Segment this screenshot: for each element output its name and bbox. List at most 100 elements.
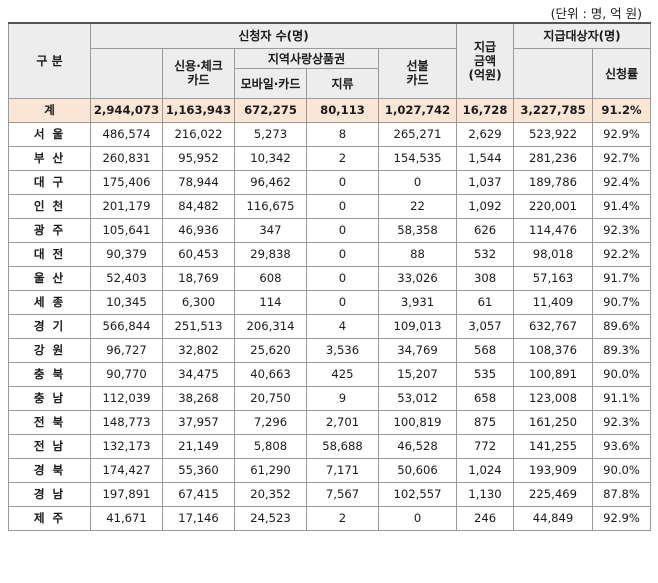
cell-eligible: 225,469 bbox=[513, 481, 594, 507]
cell-paper: 425 bbox=[306, 361, 379, 387]
cell-amount: 1,037 bbox=[456, 169, 515, 195]
cell-mobile-card: 20,352 bbox=[234, 481, 307, 507]
cell-prepaid: 58,358 bbox=[377, 217, 458, 243]
cell-eligible: 632,767 bbox=[513, 313, 594, 339]
cell-applicants: 174,427 bbox=[90, 457, 163, 483]
cell-rate: 92.7% bbox=[592, 145, 652, 171]
total-row: 계 2,944,073 1,163,943 672,275 80,113 1,0… bbox=[8, 97, 652, 123]
cell-eligible: 123,008 bbox=[513, 385, 594, 411]
cell-eligible: 108,376 bbox=[513, 337, 594, 363]
cell-mobile-card: 25,620 bbox=[234, 337, 307, 363]
cell-applicants: 96,727 bbox=[90, 337, 163, 363]
cell-amount: 532 bbox=[456, 241, 515, 267]
region-name: 서 울 bbox=[8, 121, 91, 147]
cell-mobile-card: 29,838 bbox=[234, 241, 307, 267]
table-row: 경 기 566,844 251,513 206,314 4 109,013 3,057 632… bbox=[8, 313, 652, 339]
cell-prepaid: 34,769 bbox=[377, 337, 458, 363]
cell-eligible: 281,236 bbox=[513, 145, 594, 171]
cell-credit-check: 21,149 bbox=[162, 433, 235, 459]
cell-paper: 3,536 bbox=[306, 337, 379, 363]
cell-applicants: 90,379 bbox=[90, 241, 163, 267]
cell-mobile-card: 5,808 bbox=[234, 433, 307, 459]
cell-rate: 87.8% bbox=[592, 481, 652, 507]
cell-applicants: 105,641 bbox=[90, 217, 163, 243]
total-credit-check: 1,163,943 bbox=[162, 97, 235, 123]
cell-prepaid: 109,013 bbox=[377, 313, 458, 339]
table-row: 전 남 132,173 21,149 5,808 58,688 46,528 772 141,… bbox=[8, 433, 652, 459]
cell-rate: 92.4% bbox=[592, 169, 652, 195]
cell-applicants: 566,844 bbox=[90, 313, 163, 339]
cell-paper: 0 bbox=[306, 217, 379, 243]
cell-mobile-card: 10,342 bbox=[234, 145, 307, 171]
cell-credit-check: 60,453 bbox=[162, 241, 235, 267]
table-row: 경 북 174,427 55,360 61,290 7,171 50,606 1,024 19… bbox=[8, 457, 652, 483]
cell-credit-check: 46,936 bbox=[162, 217, 235, 243]
cell-rate: 89.3% bbox=[592, 337, 652, 363]
cell-credit-check: 216,022 bbox=[162, 121, 235, 147]
cell-eligible: 98,018 bbox=[513, 241, 594, 267]
header-eligible: 지급대상자(명) bbox=[513, 22, 652, 49]
table-row: 대 전 90,379 60,453 29,838 0 88 532 98,018 92.2% bbox=[8, 241, 652, 267]
table-row: 제 주 41,671 17,146 24,523 2 0 246 44,849 92.9% bbox=[8, 505, 652, 531]
cell-credit-check: 251,513 bbox=[162, 313, 235, 339]
cell-applicants: 41,671 bbox=[90, 505, 163, 531]
cell-applicants: 148,773 bbox=[90, 409, 163, 435]
cell-applicants: 90,770 bbox=[90, 361, 163, 387]
unit-note: (단위 : 명, 억 원) bbox=[550, 6, 642, 21]
cell-amount: 626 bbox=[456, 217, 515, 243]
region-name: 광 주 bbox=[8, 217, 91, 243]
cell-credit-check: 38,268 bbox=[162, 385, 235, 411]
cell-mobile-card: 20,750 bbox=[234, 385, 307, 411]
region-name: 전 북 bbox=[8, 409, 91, 435]
cell-credit-check: 18,769 bbox=[162, 265, 235, 291]
table-row: 광 주 105,641 46,936 347 0 58,358 626 114,476 92.3… bbox=[8, 217, 652, 243]
cell-credit-check: 34,475 bbox=[162, 361, 235, 387]
cell-rate: 92.9% bbox=[592, 505, 652, 531]
cell-applicants: 201,179 bbox=[90, 193, 163, 219]
table-row: 강 원 96,727 32,802 25,620 3,536 34,769 568 108,3… bbox=[8, 337, 652, 363]
cell-prepaid: 0 bbox=[377, 169, 458, 195]
cell-prepaid: 154,535 bbox=[377, 145, 458, 171]
cell-credit-check: 78,944 bbox=[162, 169, 235, 195]
cell-rate: 90.0% bbox=[592, 361, 652, 387]
cell-amount: 308 bbox=[456, 265, 515, 291]
header-eligible-spacer bbox=[513, 47, 594, 99]
table-row: 충 북 90,770 34,475 40,663 425 15,207 535 100,891… bbox=[8, 361, 652, 387]
cell-applicants: 10,345 bbox=[90, 289, 163, 315]
cell-amount: 1,092 bbox=[456, 193, 515, 219]
cell-eligible: 161,250 bbox=[513, 409, 594, 435]
cell-prepaid: 22 bbox=[377, 193, 458, 219]
cell-amount: 568 bbox=[456, 337, 515, 363]
cell-applicants: 52,403 bbox=[90, 265, 163, 291]
cell-paper: 58,688 bbox=[306, 433, 379, 459]
cell-eligible: 100,891 bbox=[513, 361, 594, 387]
cell-applicants: 486,574 bbox=[90, 121, 163, 147]
cell-amount: 1,130 bbox=[456, 481, 515, 507]
region-name: 경 남 bbox=[8, 481, 91, 507]
region-name: 세 종 bbox=[8, 289, 91, 315]
cell-paper: 9 bbox=[306, 385, 379, 411]
cell-paper: 4 bbox=[306, 313, 379, 339]
region-name: 경 기 bbox=[8, 313, 91, 339]
support-application-table: 구 분 신청자 수(명) 지급 금액 (억원) 지급대상자(명) 신용·체크 카… bbox=[8, 22, 652, 531]
cell-amount: 2,629 bbox=[456, 121, 515, 147]
cell-paper: 7,171 bbox=[306, 457, 379, 483]
cell-prepaid: 3,931 bbox=[377, 289, 458, 315]
cell-paper: 0 bbox=[306, 265, 379, 291]
cell-paper: 0 bbox=[306, 289, 379, 315]
cell-mobile-card: 96,462 bbox=[234, 169, 307, 195]
table-row: 대 구 175,406 78,944 96,462 0 0 1,037 189,786 92.4… bbox=[8, 169, 652, 195]
table-row: 서 울 486,574 216,022 5,273 8 265,271 2,629 523,9… bbox=[8, 121, 652, 147]
cell-eligible: 189,786 bbox=[513, 169, 594, 195]
cell-amount: 875 bbox=[456, 409, 515, 435]
header-category: 구 분 bbox=[8, 22, 91, 99]
header-applicants: 신청자 수(명) bbox=[89, 22, 458, 49]
cell-eligible: 11,409 bbox=[513, 289, 594, 315]
cell-paper: 0 bbox=[306, 169, 379, 195]
cell-eligible: 141,255 bbox=[513, 433, 594, 459]
total-eligible: 3,227,785 bbox=[513, 97, 594, 123]
cell-credit-check: 37,957 bbox=[162, 409, 235, 435]
cell-credit-check: 6,300 bbox=[162, 289, 235, 315]
cell-credit-check: 32,802 bbox=[162, 337, 235, 363]
header-prepaid: 선불 카드 bbox=[377, 47, 458, 99]
